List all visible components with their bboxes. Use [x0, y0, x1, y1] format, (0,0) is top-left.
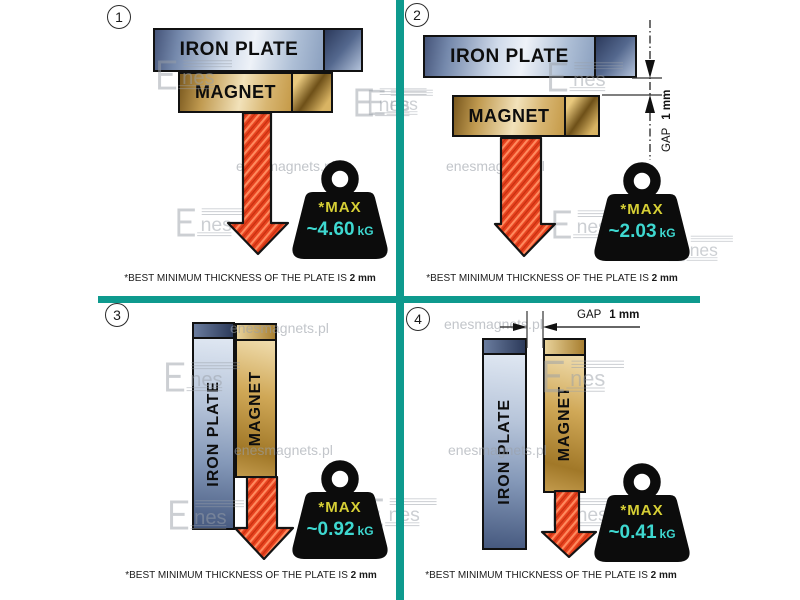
magnet-top-face: [237, 325, 275, 341]
panel-1-caption: *BEST MINIMUM THICKNESS OF THE PLATE IS …: [124, 273, 376, 284]
magnet-label: MAGNET: [468, 105, 550, 126]
iron-plate-top-face: [194, 324, 233, 339]
iron-plate-top-face: [484, 340, 525, 355]
weight-unit: kG: [357, 524, 374, 538]
pull-force-down-arrow-icon: [226, 111, 290, 256]
weight-unit: kG: [357, 224, 374, 238]
panel-1-number-badge: 1: [107, 5, 131, 29]
enes-logo: [152, 56, 236, 94]
panel-4-caption: *BEST MINIMUM THICKNESS OF THE PLATE IS …: [425, 570, 677, 581]
panel-3-number-badge: 3: [105, 303, 129, 327]
magnet: MAGNET: [235, 323, 277, 478]
magnet: MAGNET: [452, 95, 600, 137]
magnet-side-face: [291, 74, 331, 111]
pull-force-down-arrow-icon: [540, 490, 598, 558]
iron-plate-label: IRON PLATE: [450, 45, 569, 67]
iron-plate: IRON PLATE: [423, 35, 637, 78]
magnet-side-face: [564, 97, 598, 135]
pull-force-down-arrow-icon: [493, 136, 557, 258]
weight-icon: *MAX ~0.92 kG: [291, 458, 389, 560]
iron-plate: IRON PLATE: [153, 28, 363, 72]
iron-plate-label: IRON PLATE: [179, 39, 299, 60]
iron-plate-side-face: [323, 30, 361, 70]
magnet-label: MAGNET: [195, 82, 276, 102]
weight-value: ~0.92 kG: [306, 519, 374, 540]
weight-max-label: *MAX: [318, 499, 362, 516]
panel-3-caption: *BEST MINIMUM THICKNESS OF THE PLATE IS …: [125, 570, 377, 581]
magnet: MAGNET: [543, 338, 586, 493]
panel-4-number-badge: 4: [406, 307, 430, 331]
weight-value: ~2.03 kG: [608, 221, 676, 242]
weight-unit: kG: [659, 527, 676, 541]
gap-label: GAP 1 mm: [661, 89, 673, 152]
gap-dimension-line: [500, 311, 640, 348]
weight-icon: *MAX ~4.60 kG: [291, 158, 389, 260]
gap-label: GAP 1 mm: [577, 309, 640, 321]
weight-value: ~0.41 kG: [608, 522, 676, 543]
gap-dimension-line: [602, 20, 662, 160]
watermark-url: enesmagnets.pl: [448, 442, 547, 458]
watermark-url: enesmagnets.pl: [230, 320, 329, 336]
iron-plate-label: IRON PLATE: [204, 380, 222, 487]
magnet-label: MAGNET: [247, 370, 264, 447]
weight-max-label: *MAX: [620, 502, 664, 519]
magnet-top-face: [545, 340, 584, 356]
weight-value: ~4.60 kG: [306, 219, 374, 240]
weight-unit: kG: [659, 226, 676, 240]
watermark-url: enesmagnets.pl: [234, 442, 333, 458]
panel-2-caption: *BEST MINIMUM THICKNESS OF THE PLATE IS …: [426, 273, 678, 284]
enes-logo: [538, 356, 628, 397]
weight-max-label: *MAX: [620, 201, 664, 218]
enes-logo: [160, 358, 244, 396]
divider-horizontal: [98, 296, 700, 303]
weight-icon: *MAX ~0.41 kG: [593, 461, 691, 563]
iron-plate: IRON PLATE: [482, 338, 527, 550]
weight-max-label: *MAX: [318, 199, 362, 216]
magnet-label: MAGNET: [555, 385, 573, 462]
panel-2-number-badge: 2: [405, 3, 429, 27]
weight-icon: *MAX ~2.03 kG: [593, 160, 691, 262]
pull-force-down-arrow-icon: [233, 476, 295, 560]
